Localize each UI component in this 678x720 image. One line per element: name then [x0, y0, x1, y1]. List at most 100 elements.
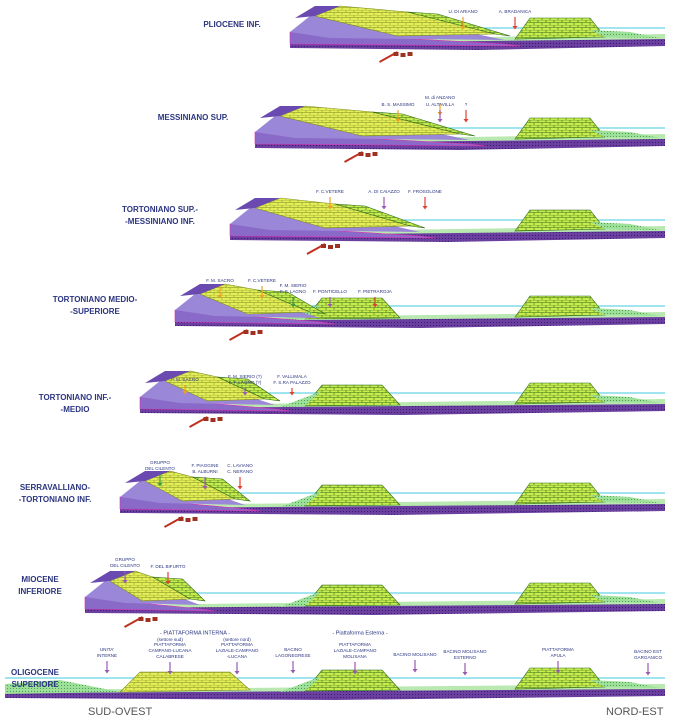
pointer-head: [157, 483, 163, 487]
unit-label: F. M. SIERIO: [280, 283, 307, 288]
pointer-head: [289, 392, 295, 396]
stage-label: -TORTONIANO INF.: [19, 495, 92, 504]
platform-apula: [514, 17, 606, 40]
stage-label: SERRAVALLIANO-: [20, 483, 91, 492]
unit-label: INTERNE: [97, 653, 117, 658]
pointer-head: [234, 671, 240, 675]
pointer-head: [372, 304, 378, 308]
unit-label: ESTERNO: [454, 655, 477, 660]
wedge-top: [90, 571, 135, 583]
unit-label: B. ALBURNI: [192, 469, 217, 474]
slope: [280, 491, 322, 507]
pointer-head: [290, 670, 296, 674]
unit-label: F. S.RA PALAZZO: [273, 380, 311, 385]
unit-label: GRUPPO: [115, 557, 135, 562]
pointer-head: [182, 391, 188, 395]
unit-label: BACINO EST: [634, 649, 662, 654]
stage-label: -MEDIO: [61, 405, 90, 414]
slope: [590, 495, 660, 503]
platform-middle: [304, 584, 401, 607]
stage-label: INFERIORE: [18, 587, 62, 596]
thrust-block: [321, 244, 326, 248]
unit-label: MOLISANA: [343, 654, 368, 659]
stage-label: TORTONIANO SUP.-: [122, 205, 198, 214]
pointer-head: [327, 206, 333, 210]
pointer-head: [412, 669, 418, 673]
inner-units: [5, 680, 120, 694]
thrust-block: [152, 617, 158, 621]
thrust-block: [250, 331, 256, 335]
unit-label: DEL CILENTO: [110, 563, 140, 568]
unit-label: GARGANICO: [634, 655, 663, 660]
thrust-block: [358, 152, 364, 156]
thrust-block: [185, 518, 191, 522]
thrust-block: [145, 618, 151, 622]
wedge-top: [180, 284, 225, 296]
thrust-block: [192, 517, 198, 521]
unit-label: UNITA': [100, 647, 114, 652]
pointer-head: [381, 206, 387, 210]
unit-label: BACINO MOLISANO: [393, 652, 437, 657]
wedge-green: [334, 203, 426, 229]
unit-label: PIATTAFORMA: [339, 642, 372, 647]
platform-apula: [514, 295, 606, 318]
thrust-block: [400, 53, 406, 57]
unit-label: BACINO MOLISANO: [443, 649, 487, 654]
unit-label: F. F. LAGNO: [280, 289, 306, 294]
thrust-block: [203, 417, 209, 421]
sections: [5, 5, 665, 700]
thrust-block: [335, 244, 340, 248]
slope: [280, 676, 322, 692]
stage-label: PLIOCENE INF.: [203, 20, 260, 29]
platform-middle: [304, 384, 401, 407]
unit-label: APULA: [550, 653, 566, 658]
slope: [590, 395, 660, 403]
unit-label: C. LAVIANO: [227, 463, 253, 468]
unit-label: A. DI CAIAZZO: [368, 189, 400, 194]
platform-apula: [514, 667, 606, 690]
unit-label: F. F. LAGNO (?): [229, 380, 262, 385]
stage-label: MESSINIANO SUP.: [158, 113, 229, 122]
pointer-head: [104, 670, 110, 674]
pointer-head: [242, 392, 248, 396]
unit-label: B. S. MASSIMO: [382, 102, 415, 107]
pointer-head: [512, 26, 518, 30]
thrust-block: [178, 517, 184, 521]
footer-right: NORD-EST: [606, 706, 664, 718]
platform-apula: [514, 209, 606, 232]
wedge-top: [295, 6, 340, 18]
stage-label: -MESSINIANO INF.: [125, 217, 195, 226]
pointer-head: [290, 304, 296, 308]
thrust-block: [243, 330, 249, 334]
unit-label: GRUPPO: [150, 460, 170, 465]
pointer-head: [259, 295, 265, 299]
thrust-block: [365, 153, 371, 157]
unit-label: F. C.VETERE: [316, 189, 344, 194]
unit-label: CAMPANO-LUCANA: [148, 648, 192, 653]
pointer-head: [645, 672, 651, 676]
pointer-head: [437, 119, 443, 123]
pointer-head: [327, 304, 333, 308]
stage-label: MIOCENE: [21, 575, 59, 584]
slope: [590, 680, 660, 688]
unit-label: F. M. SIERIO (?): [228, 374, 262, 379]
wedge-green: [407, 11, 511, 37]
slope: [590, 595, 660, 603]
unit-label: F. DEL BIFURTO: [151, 564, 186, 569]
stage-label: -SUPERIORE: [70, 307, 120, 316]
platform-middle: [304, 669, 401, 692]
unit-label: PIATTAFORMA: [154, 642, 187, 647]
pointer-head: [122, 580, 128, 584]
stage-label: TORTONIANO INF.-: [39, 393, 112, 402]
platform-inner: [119, 671, 251, 693]
slope: [590, 308, 660, 316]
wedge-top: [145, 371, 190, 383]
unit-label: CALABRESE: [156, 654, 184, 659]
platform-apula: [514, 582, 606, 605]
unit-label: DEL CILENTO: [145, 466, 175, 471]
stage-label: TORTONIANO MEDIO-: [53, 295, 138, 304]
wedge-green: [152, 576, 206, 602]
platform-apula: [514, 117, 606, 140]
slope: [280, 391, 322, 407]
